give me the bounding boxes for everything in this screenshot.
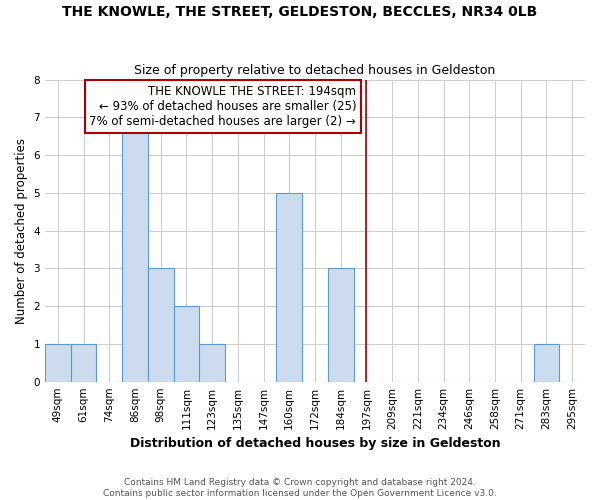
Bar: [277, 193, 302, 382]
Bar: [199, 344, 225, 382]
Title: Size of property relative to detached houses in Geldeston: Size of property relative to detached ho…: [134, 64, 496, 77]
Bar: [148, 268, 173, 382]
Bar: [71, 344, 97, 382]
Bar: [45, 344, 71, 382]
Text: THE KNOWLE THE STREET: 194sqm
← 93% of detached houses are smaller (25)
7% of se: THE KNOWLE THE STREET: 194sqm ← 93% of d…: [89, 85, 356, 128]
Bar: [533, 344, 559, 382]
Text: THE KNOWLE, THE STREET, GELDESTON, BECCLES, NR34 0LB: THE KNOWLE, THE STREET, GELDESTON, BECCL…: [62, 5, 538, 19]
Bar: [328, 268, 353, 382]
Bar: [122, 118, 148, 382]
Bar: [173, 306, 199, 382]
Y-axis label: Number of detached properties: Number of detached properties: [15, 138, 28, 324]
Text: Contains HM Land Registry data © Crown copyright and database right 2024.
Contai: Contains HM Land Registry data © Crown c…: [103, 478, 497, 498]
X-axis label: Distribution of detached houses by size in Geldeston: Distribution of detached houses by size …: [130, 437, 500, 450]
